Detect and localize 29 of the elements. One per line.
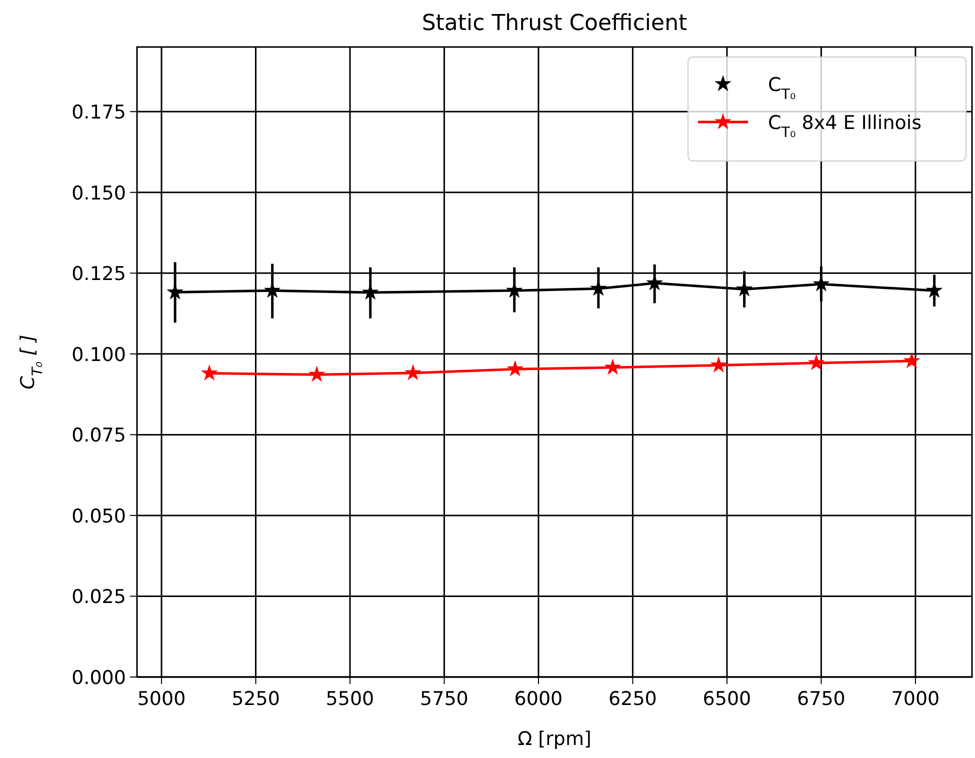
x-tick-label: 6000 bbox=[514, 688, 563, 710]
point bbox=[506, 360, 524, 376]
x-tick-label: 5250 bbox=[232, 688, 280, 710]
x-tick-label: 5500 bbox=[326, 688, 374, 710]
y-tick-label: 0.175 bbox=[72, 102, 126, 124]
x-tick-label: 5750 bbox=[420, 688, 468, 710]
legend-label: C$_{T₀}$ bbox=[768, 74, 796, 103]
y-tick-label: 0.000 bbox=[72, 667, 126, 689]
y-tick-label: 0.075 bbox=[72, 424, 126, 447]
point bbox=[200, 364, 218, 381]
x-tick-label: 7000 bbox=[891, 688, 940, 710]
point bbox=[903, 352, 920, 368]
chart-title: Static Thrust Coefficient bbox=[422, 11, 688, 36]
point bbox=[404, 364, 422, 380]
y-tick-label: 0.050 bbox=[72, 505, 126, 528]
x-tick-label: 6750 bbox=[797, 688, 846, 710]
point bbox=[808, 354, 825, 370]
x-tick-label: 6250 bbox=[608, 688, 657, 710]
point bbox=[604, 358, 622, 375]
y-tick-label: 0.125 bbox=[72, 263, 126, 286]
x-tick-label: 6500 bbox=[702, 688, 752, 710]
x-axis-title: Ω [rpm] bbox=[518, 728, 592, 750]
y-tick-label: 0.150 bbox=[72, 182, 126, 204]
y-tick-label: 0.100 bbox=[72, 344, 126, 366]
y-tick-label: 0.025 bbox=[72, 586, 126, 608]
legend-label: C$_{T₀}$ 8x4 E Illinois bbox=[768, 112, 922, 141]
point bbox=[710, 356, 728, 372]
x-tick-label: 5000 bbox=[137, 688, 186, 710]
point bbox=[308, 366, 326, 382]
